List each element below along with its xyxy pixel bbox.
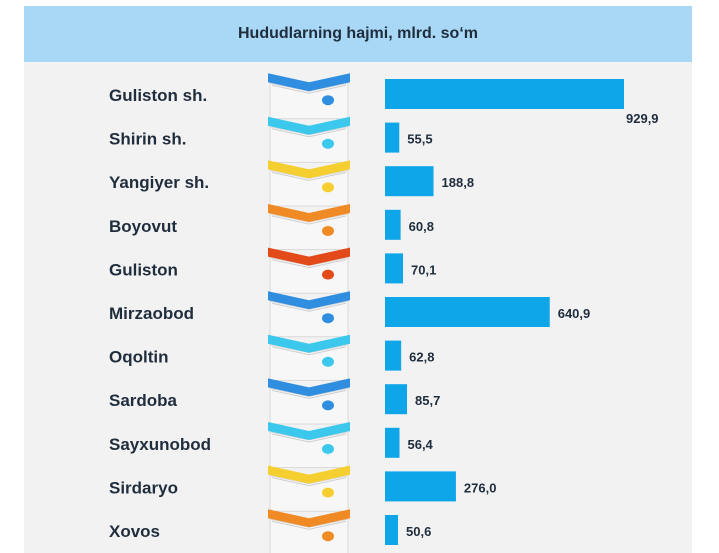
category-label: Boyovut xyxy=(109,217,177,236)
data-label: 50,6 xyxy=(406,524,431,539)
ribbon-segment xyxy=(268,422,350,469)
bar xyxy=(385,166,434,197)
data-label: 188,8 xyxy=(442,175,475,190)
ribbon-segment xyxy=(268,204,350,251)
data-label: 55,5 xyxy=(407,132,432,147)
bar xyxy=(385,79,624,109)
category-label: Xovos xyxy=(109,522,160,541)
bar xyxy=(385,515,399,545)
category-label: Shirin sh. xyxy=(109,130,186,149)
ribbon-column xyxy=(268,73,350,553)
chart-title: Hududlarning hajmi, mlrd. so‘m xyxy=(24,6,692,62)
bar xyxy=(385,209,401,240)
category-label: Guliston xyxy=(109,260,178,279)
category-label: Sirdaryo xyxy=(109,478,178,497)
data-label: 70,1 xyxy=(411,262,436,277)
bar xyxy=(385,384,408,415)
category-label: Mirzaobod xyxy=(109,304,194,323)
bar xyxy=(385,427,400,458)
category-label: Guliston sh. xyxy=(109,86,207,105)
category-label: Sardoba xyxy=(109,391,178,410)
bar xyxy=(385,471,456,502)
bar xyxy=(385,297,550,327)
data-label: 62,8 xyxy=(409,350,434,365)
data-label: 276,0 xyxy=(464,480,497,495)
bar xyxy=(385,122,400,153)
ribbon-segment xyxy=(268,73,350,120)
ribbon-segment xyxy=(268,509,350,553)
data-label: 929,9 xyxy=(626,111,659,126)
bar xyxy=(385,340,402,371)
data-label: 60,8 xyxy=(409,219,434,234)
ribbon-segment xyxy=(268,160,350,207)
bar xyxy=(385,253,404,284)
ribbon-segment xyxy=(268,116,350,163)
category-label: Oqoltin xyxy=(109,348,168,367)
ribbon-segment xyxy=(268,291,350,338)
data-label: 640,9 xyxy=(558,306,591,321)
ribbon-segment xyxy=(268,247,350,294)
category-label: Sayxunobod xyxy=(109,435,211,454)
data-label: 85,7 xyxy=(415,393,440,408)
ribbon-segment xyxy=(268,378,350,425)
data-label: 56,4 xyxy=(407,437,433,452)
ribbon-segment xyxy=(268,465,350,512)
category-label: Yangiyer sh. xyxy=(109,173,209,192)
ribbon-segment xyxy=(268,334,350,381)
